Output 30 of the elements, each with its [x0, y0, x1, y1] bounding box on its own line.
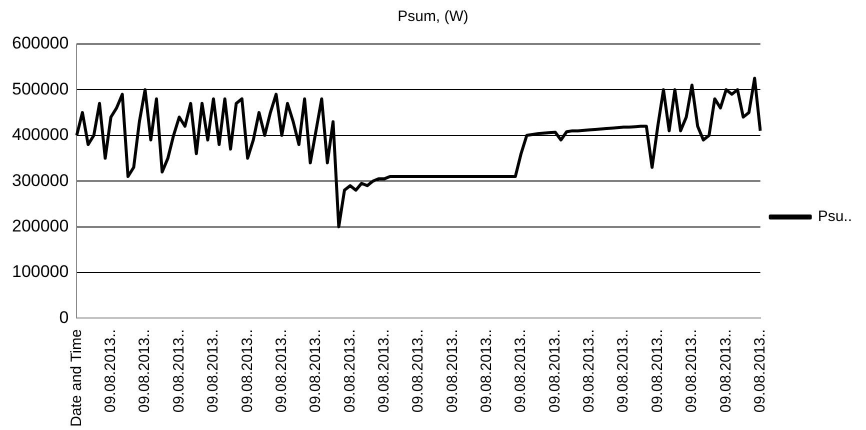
x-tick-label: 09.08.2013..: [307, 329, 324, 413]
x-tick-label: 09.08.2013..: [614, 329, 632, 413]
x-tick-label: 09.08.2013..: [102, 329, 120, 413]
x-tick-label: 09.08.2013..: [272, 329, 290, 413]
x-tick-label: 09.08.2013..: [341, 329, 358, 413]
y-tick-label: 500000: [12, 79, 69, 98]
y-tick-label: 600000: [12, 34, 69, 53]
x-tick-label: 09.08.2013..: [170, 329, 188, 413]
x-tick-label: 09.08.2013..: [648, 329, 666, 413]
chart-title: Psum, (W): [398, 8, 468, 26]
x-tick-label: 09.08.2013..: [717, 329, 734, 413]
x-tick-label: 09.08.2013..: [410, 329, 427, 413]
x-tick-label: 09.08.2013..: [444, 329, 461, 413]
y-tick-label: 100000: [12, 262, 69, 282]
x-tick-label: 09.08.2013..: [546, 329, 564, 413]
x-tick-label: 09.08.2013..: [512, 329, 530, 413]
legend-label: Psu..: [818, 208, 852, 226]
x-tick-label: 09.08.2013..: [683, 329, 700, 413]
y-tick-label: 0: [59, 308, 69, 327]
x-tick-label: 09.08.2013..: [580, 329, 598, 413]
x-tick-label: 09.08.2013..: [136, 329, 154, 413]
x-tick-label: 09.08.2013..: [204, 329, 222, 413]
x-tick-label: 09.08.2013..: [751, 329, 768, 413]
y-tick-label: 300000: [12, 170, 69, 190]
x-tick-label: 09.08.2013..: [238, 329, 256, 413]
y-tick-label: 400000: [12, 125, 69, 144]
y-tick-label: 200000: [12, 216, 69, 236]
x-tick-label: 09.08.2013..: [375, 329, 392, 413]
x-tick-label: 09.08.2013..: [478, 329, 496, 413]
x-tick-label: Date and Time: [68, 329, 85, 427]
